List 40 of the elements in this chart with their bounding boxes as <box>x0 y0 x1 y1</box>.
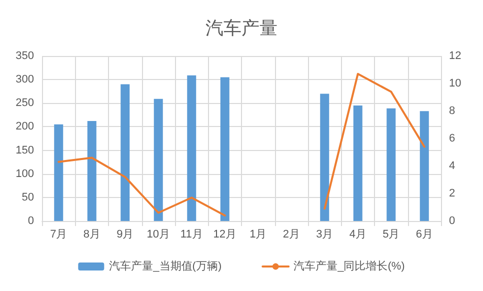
y2-tick-label: 6 <box>449 132 456 144</box>
y2-tick-label: 10 <box>449 78 462 90</box>
chart-title: 汽车产量 <box>206 18 278 38</box>
x-tick-label: 1月 <box>250 228 267 240</box>
bar <box>54 124 64 221</box>
y-tick-label: 100 <box>16 168 34 180</box>
bar <box>420 111 429 221</box>
bar <box>87 121 96 221</box>
y2-tick-label: 0 <box>449 215 456 227</box>
y-tick-label: 50 <box>22 191 34 204</box>
bar <box>220 77 230 221</box>
y-tick-label: 0 <box>28 215 34 227</box>
x-tick-label: 6月 <box>416 228 433 240</box>
bar <box>154 98 163 221</box>
x-tick-label: 12月 <box>213 228 236 240</box>
y-tick-label: 250 <box>16 97 34 110</box>
x-tick-label: 7月 <box>50 228 68 240</box>
bar <box>386 108 396 221</box>
x-tick-label: 3月 <box>316 228 334 240</box>
x-tick-label: 5月 <box>382 228 400 240</box>
y2-tick-label: 2 <box>449 188 456 200</box>
y-tick-label: 350 <box>16 50 34 62</box>
legend-label: 汽车产量_同比增长(%) <box>294 260 405 272</box>
x-tick-label: 4月 <box>349 228 366 240</box>
bar <box>120 84 130 221</box>
y2-tick-label: 8 <box>449 105 456 117</box>
x-tick-label: 2月 <box>282 228 300 240</box>
y2-tick-label: 4 <box>449 160 456 172</box>
x-tick-label: 10月 <box>146 228 170 240</box>
bar <box>320 94 330 221</box>
x-tick-label: 9月 <box>116 228 134 240</box>
y-tick-label: 300 <box>16 74 34 86</box>
x-tick-label: 11月 <box>180 228 203 240</box>
bar <box>353 106 362 221</box>
x-tick-label: 8月 <box>83 228 100 240</box>
bar <box>187 75 196 221</box>
y-tick-label: 200 <box>16 120 34 133</box>
y-tick-label: 150 <box>16 144 34 156</box>
y2-tick-label: 12 <box>449 50 462 62</box>
legend-label: 汽车产量_当期值(万辆) <box>109 260 222 272</box>
